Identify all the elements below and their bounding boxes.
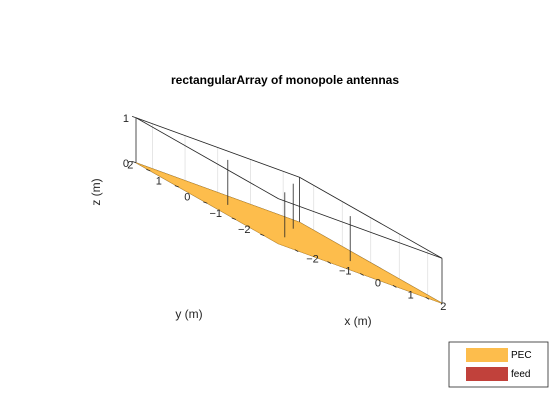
x-axis-label: x (m) (344, 314, 371, 328)
x-tick-label: 2 (440, 301, 446, 313)
x-tick-mark (327, 261, 332, 264)
legend-swatch-feed (466, 367, 508, 381)
axes-layer (135, 117, 443, 304)
legend: PEC feed (448, 341, 549, 388)
z-tick-label: 1 (123, 113, 129, 125)
axis-box-edge (278, 198, 443, 259)
z-tick-mark (131, 160, 137, 164)
y-tick-label: −1 (209, 208, 222, 220)
y-axis-label: y (m) (175, 307, 202, 321)
grid-layer (135, 117, 443, 304)
y-tick-mark (260, 233, 265, 237)
monopole-layer (227, 159, 351, 262)
legend-label-feed: feed (511, 369, 530, 380)
x-tick-mark (360, 273, 364, 276)
legend-label-pec: PEC (511, 350, 532, 361)
z-tick-mark (131, 115, 137, 119)
z-axis-label: z (m) (89, 178, 103, 205)
legend-swatch-pec (466, 348, 508, 362)
y-tick-label: 0 (184, 192, 190, 204)
chart-title: rectangularArray of monopole antennas (171, 73, 399, 87)
axis-box-edge (135, 117, 279, 200)
y-tick-mark (203, 201, 208, 204)
y-tick-mark (146, 169, 151, 172)
x-tick-mark (392, 285, 397, 288)
axis-box-edge (135, 117, 300, 178)
axis-box-edge (299, 176, 443, 259)
y-tick-mark (174, 185, 179, 188)
ground-plane-surface (135, 162, 443, 304)
x-tick-label: 1 (408, 289, 414, 301)
x-tick-label: 0 (375, 277, 381, 289)
y-tick-mark (231, 217, 236, 220)
x-tick-label: −1 (339, 266, 352, 278)
y-tick-label: 1 (156, 176, 162, 188)
ground-plane-layer (135, 162, 443, 304)
y-tick-label: −2 (238, 224, 251, 236)
x-tick-label: −2 (306, 254, 319, 266)
z-tick-label: 0 (123, 158, 129, 170)
x-tick-mark (425, 296, 430, 300)
x-tick-mark (294, 249, 299, 252)
y-tick-label: 2 (127, 159, 133, 171)
